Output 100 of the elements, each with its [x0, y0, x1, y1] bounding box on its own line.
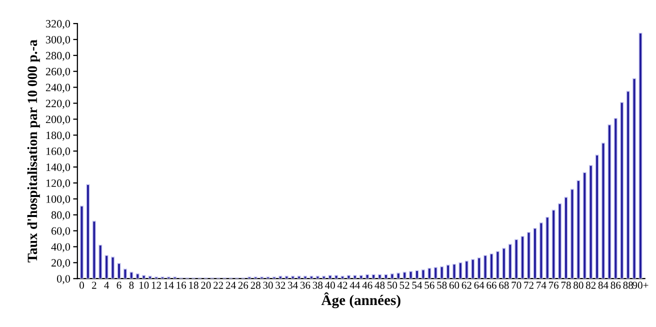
bar	[86, 184, 90, 279]
x-tick-label: 82	[586, 282, 596, 289]
y-tick-label: 60,0	[51, 227, 70, 236]
bar	[632, 78, 636, 279]
x-tick-label: 72	[524, 282, 534, 289]
bar	[421, 269, 426, 279]
bar	[359, 274, 363, 279]
bar	[80, 206, 84, 279]
bar	[446, 264, 450, 279]
bar	[130, 272, 134, 279]
x-tick-label: 24	[226, 282, 236, 289]
x-tick-label: 34	[288, 282, 298, 289]
bar	[297, 276, 301, 279]
bar	[526, 232, 531, 279]
x-tick-label: 70	[512, 282, 522, 289]
x-tick-label: 76	[549, 282, 559, 289]
bar	[464, 260, 468, 279]
x-tick-label: 16	[176, 282, 186, 289]
bar	[384, 274, 388, 279]
x-tick-label: 22	[214, 282, 224, 289]
bar	[334, 274, 338, 279]
bar	[366, 274, 370, 279]
x-tick-label: 64	[474, 282, 484, 289]
x-tick-label: 60	[449, 282, 460, 289]
bar	[340, 276, 344, 279]
x-tick-label: 48	[374, 282, 385, 289]
bar	[483, 255, 488, 279]
x-tick-label: 84	[598, 282, 608, 289]
bar	[291, 276, 295, 279]
bar	[576, 180, 580, 279]
bar	[440, 266, 444, 279]
x-tick-label: 20	[201, 282, 211, 289]
bar	[117, 263, 121, 279]
y-tick-label: 320,0	[46, 20, 70, 30]
bar	[123, 268, 128, 279]
bar	[148, 276, 152, 279]
bar	[136, 273, 140, 279]
x-tick-label: 6	[116, 282, 122, 289]
x-tick-label: 88	[623, 282, 633, 289]
x-tick-label: 56	[424, 282, 434, 289]
x-tick-label: 4	[104, 282, 110, 289]
bar	[98, 244, 102, 279]
x-tick-label: 68	[499, 282, 509, 289]
x-tick-label: 80	[574, 282, 584, 289]
x-tick-label: 0	[80, 282, 84, 289]
x-tick-label: 90+	[632, 282, 648, 289]
x-tick-label: 36	[300, 282, 310, 289]
x-tick-label: 78	[561, 282, 571, 289]
y-tick-label: 100,0	[46, 195, 70, 204]
y-tick-label: 280,0	[46, 52, 70, 61]
x-tick-label: 38	[312, 282, 323, 289]
bar	[620, 102, 624, 279]
y-tick-label: 40,0	[51, 243, 70, 252]
bar	[514, 239, 518, 279]
bar	[614, 118, 618, 279]
x-tick-label: 54	[412, 282, 422, 289]
bar	[396, 272, 400, 279]
y-tick-label: 80,0	[51, 211, 70, 220]
y-tick-label: 200,0	[46, 116, 70, 125]
bar	[353, 274, 357, 279]
y-tick-label: 0,0	[57, 275, 70, 284]
y-tick-label: 160,0	[46, 148, 70, 157]
bar	[558, 203, 562, 279]
bar	[502, 248, 506, 279]
bar	[520, 236, 524, 279]
x-tick-label: 86	[610, 282, 621, 289]
x-tick-label: 12	[152, 282, 161, 289]
bar	[638, 32, 642, 279]
bar	[402, 272, 406, 279]
bar	[546, 216, 550, 279]
bar	[142, 274, 146, 279]
x-tick-label: 18	[189, 282, 198, 289]
x-tick-label: 40	[325, 282, 335, 289]
x-tick-label: 50	[388, 282, 398, 289]
bar	[533, 228, 537, 279]
x-tick-label: 10	[139, 282, 149, 289]
x-tick-label: 46	[362, 282, 372, 289]
bar	[316, 276, 320, 279]
bar	[434, 267, 438, 279]
y-tick-label: 140,0	[46, 163, 70, 173]
bar	[452, 264, 456, 279]
bar	[104, 255, 108, 279]
x-tick-label: 58	[437, 282, 447, 289]
bar	[582, 172, 586, 279]
x-axis-title: Âge (années)	[321, 292, 400, 308]
bar	[408, 271, 413, 279]
bar	[477, 257, 481, 279]
x-tick-label: 74	[536, 282, 546, 289]
x-tick-label: 14	[164, 282, 174, 289]
x-tick-label: 2	[92, 282, 96, 289]
y-tick-label: 300,0	[46, 36, 70, 46]
y-tick-label: 120,0	[46, 179, 70, 189]
bar	[626, 90, 630, 279]
y-tick-label: 20,0	[52, 259, 70, 268]
bar	[310, 276, 314, 279]
bar	[601, 142, 606, 279]
bar	[490, 253, 494, 279]
y-axis-title: Taux d'hospitalisation par 10 000 p.-a	[27, 40, 40, 262]
y-tick-label: 240,0	[46, 84, 70, 93]
bar	[92, 220, 96, 279]
